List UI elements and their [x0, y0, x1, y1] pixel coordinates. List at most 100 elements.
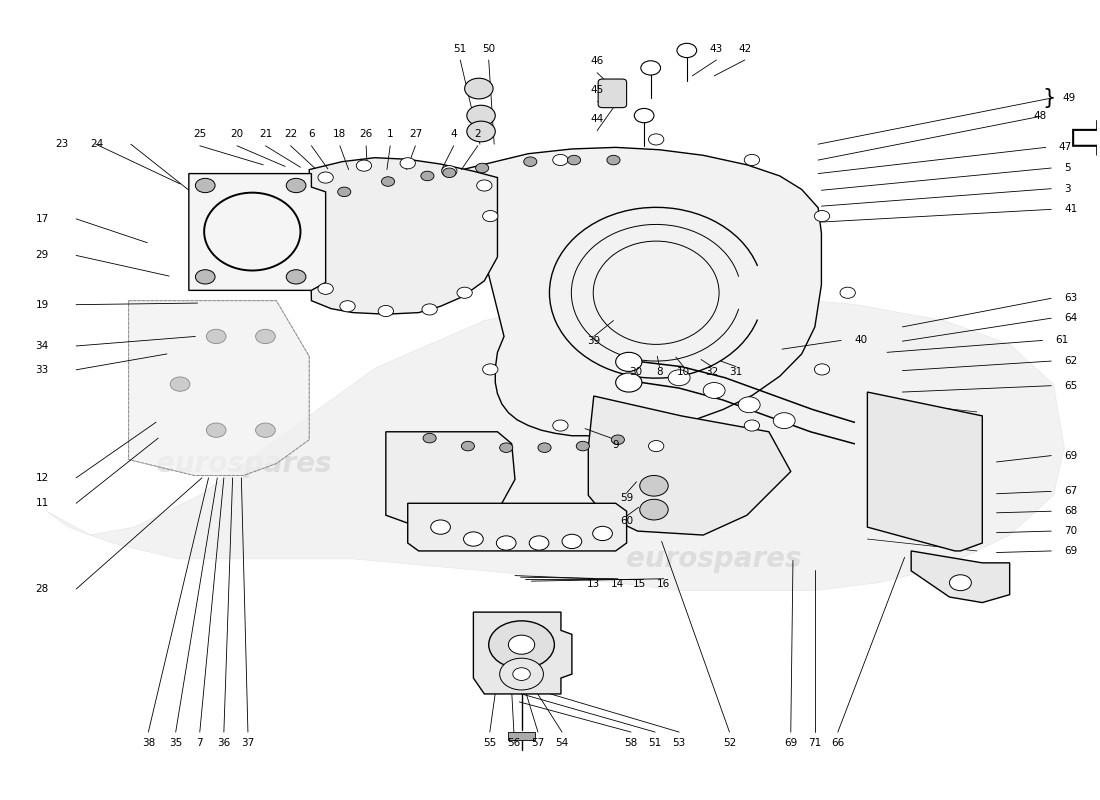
Text: 57: 57 [531, 738, 544, 749]
Circle shape [649, 134, 663, 145]
Circle shape [949, 574, 971, 590]
Polygon shape [588, 396, 791, 535]
Text: 32: 32 [705, 366, 718, 377]
Text: 8: 8 [656, 366, 663, 377]
Text: 23: 23 [55, 139, 68, 149]
Text: 16: 16 [657, 578, 670, 589]
Circle shape [476, 180, 492, 191]
Text: 10: 10 [676, 366, 690, 377]
Circle shape [814, 364, 829, 375]
Circle shape [499, 658, 543, 690]
Text: 50: 50 [482, 44, 495, 54]
Text: 62: 62 [1065, 356, 1078, 366]
Text: 33: 33 [35, 365, 48, 375]
Text: 59: 59 [620, 493, 634, 503]
Text: 18: 18 [333, 130, 346, 139]
Text: 28: 28 [35, 584, 48, 594]
Text: 1: 1 [387, 130, 394, 139]
Circle shape [552, 154, 568, 166]
Text: 36: 36 [217, 738, 231, 749]
Text: 11: 11 [35, 498, 48, 508]
Circle shape [488, 621, 554, 669]
Polygon shape [473, 612, 572, 694]
Circle shape [400, 158, 416, 169]
Text: eurospares: eurospares [156, 450, 331, 478]
Text: 52: 52 [723, 738, 736, 749]
Circle shape [421, 171, 434, 181]
Text: 55: 55 [483, 738, 496, 749]
Text: 22: 22 [284, 130, 297, 139]
Text: 17: 17 [35, 214, 48, 224]
Text: 12: 12 [35, 473, 48, 483]
Text: 5: 5 [1065, 163, 1071, 173]
Circle shape [840, 287, 856, 298]
Circle shape [463, 532, 483, 546]
Circle shape [593, 526, 613, 541]
Circle shape [703, 382, 725, 398]
Circle shape [649, 441, 663, 452]
Circle shape [464, 78, 493, 99]
Circle shape [562, 534, 582, 549]
Text: 40: 40 [855, 335, 868, 346]
Polygon shape [129, 301, 309, 475]
Text: 4: 4 [450, 130, 456, 139]
Text: 7: 7 [197, 738, 204, 749]
Polygon shape [868, 392, 982, 551]
Text: 31: 31 [729, 366, 743, 377]
Circle shape [286, 270, 306, 284]
Circle shape [338, 187, 351, 197]
Text: 56: 56 [507, 738, 520, 749]
Circle shape [538, 443, 551, 453]
Circle shape [382, 177, 395, 186]
Circle shape [378, 306, 394, 317]
Text: }: } [1043, 88, 1056, 108]
Text: 24: 24 [90, 139, 103, 149]
Circle shape [513, 668, 530, 681]
Circle shape [640, 475, 668, 496]
Circle shape [635, 109, 654, 122]
Text: 61: 61 [1056, 335, 1069, 346]
Circle shape [475, 163, 488, 173]
Circle shape [318, 172, 333, 183]
Circle shape [196, 178, 216, 193]
Circle shape [738, 397, 760, 413]
Text: 25: 25 [194, 130, 207, 139]
Polygon shape [189, 174, 326, 290]
Circle shape [356, 160, 372, 171]
Circle shape [466, 106, 495, 126]
Text: 51: 51 [453, 44, 466, 54]
Text: 34: 34 [35, 341, 48, 351]
Text: 60: 60 [620, 516, 634, 526]
Circle shape [616, 352, 642, 371]
Text: 19: 19 [35, 300, 48, 310]
Text: 39: 39 [587, 337, 601, 346]
Circle shape [441, 166, 456, 177]
Circle shape [529, 536, 549, 550]
Circle shape [576, 442, 590, 451]
Text: 69: 69 [1065, 546, 1078, 556]
Text: 26: 26 [360, 130, 373, 139]
Circle shape [612, 435, 625, 445]
Circle shape [508, 635, 535, 654]
Text: 69: 69 [784, 738, 798, 749]
Circle shape [318, 283, 333, 294]
Circle shape [568, 155, 581, 165]
Polygon shape [309, 158, 497, 314]
Text: 53: 53 [672, 738, 685, 749]
Text: 71: 71 [808, 738, 822, 749]
Text: 58: 58 [625, 738, 638, 749]
Circle shape [773, 413, 795, 429]
Circle shape [640, 499, 668, 520]
Circle shape [676, 43, 696, 58]
Text: 45: 45 [591, 85, 604, 95]
Circle shape [207, 330, 226, 343]
Text: 49: 49 [1063, 93, 1076, 103]
Circle shape [524, 157, 537, 166]
Circle shape [286, 178, 306, 193]
Text: 63: 63 [1065, 294, 1078, 303]
Circle shape [499, 443, 513, 453]
Text: 30: 30 [629, 366, 642, 377]
Circle shape [552, 420, 568, 431]
Circle shape [668, 370, 690, 386]
Text: 68: 68 [1065, 506, 1078, 516]
